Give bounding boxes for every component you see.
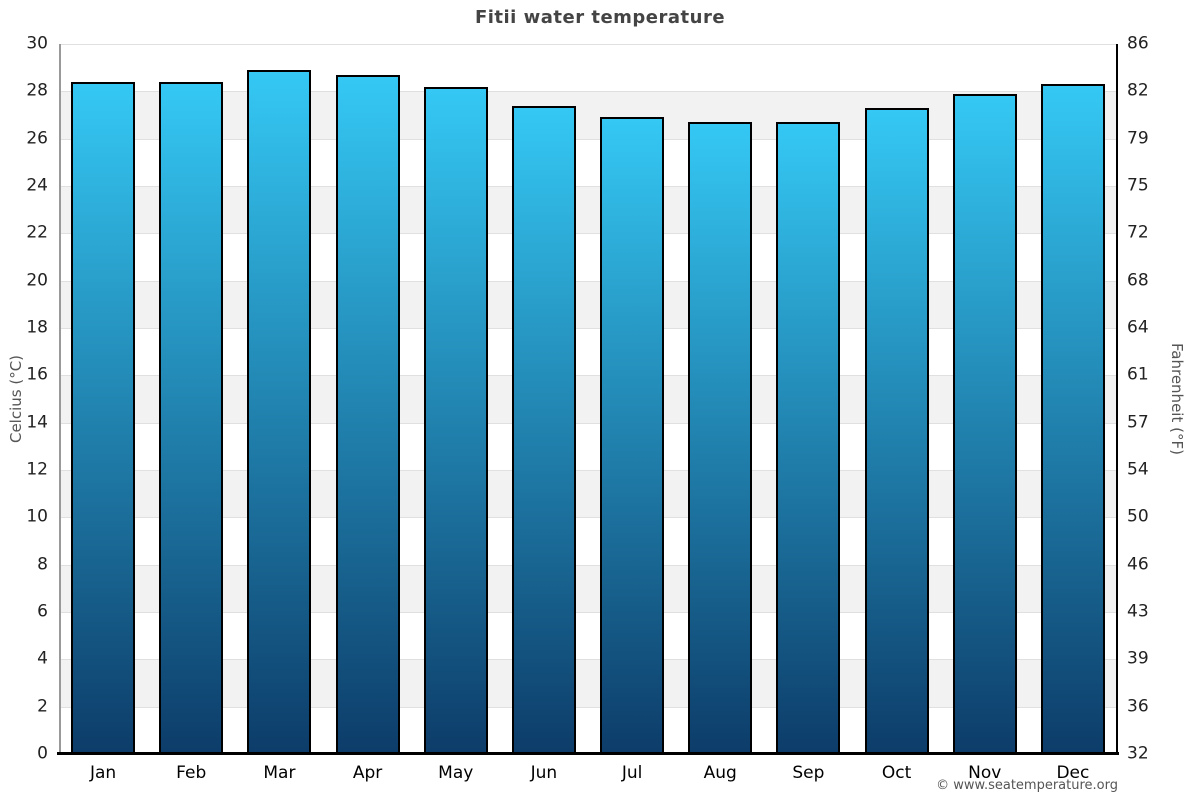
y-tick-label: 43 [1127,601,1149,622]
y-tick-label: 8 [37,554,48,575]
plot-band [59,233,1117,281]
x-tick-label-aug: Aug [703,763,737,783]
plot-band [59,186,1117,234]
bar-sep [776,122,841,754]
y-tick-label: 86 [1127,33,1149,54]
x-axis-baseline [57,752,1119,755]
y-tick-label: 79 [1127,128,1149,149]
y-tick-label: 68 [1127,270,1149,291]
bar-jul [600,117,665,754]
y-tick-label: 2 [37,696,48,717]
plot-band [59,91,1117,139]
y-tick-label: 10 [26,506,48,527]
x-tick-label-jan: Jan [89,763,117,783]
celsius-tick-labels: 30 28 26 24 22 20 18 16 14 12 10 8 6 4 2 0 [0,35,48,762]
plot-band [59,564,1117,612]
y-tick-label: 6 [37,601,48,622]
fahrenheit-axis-line [1116,44,1118,754]
x-tick-label-jun: Jun [530,763,558,783]
y-tick-label: 50 [1127,506,1149,527]
x-tick-label-feb: Feb [176,763,207,783]
fahrenheit-tick-labels: 86 82 79 75 72 68 64 61 57 54 50 46 43 39 36 32 [1127,35,1187,762]
bar-may [423,86,488,754]
celsius-axis-line [59,44,61,754]
plot-band [59,280,1117,328]
bar-dec [1040,84,1105,754]
y-tick-label: 28 [26,80,48,101]
x-tick-label-may: May [438,763,474,783]
x-tick-label-nov: Nov [968,763,1002,783]
plot-band [59,612,1117,660]
y-tick-label: 57 [1127,412,1149,433]
bar-aug [688,122,753,754]
y-tick-label: 14 [26,412,48,433]
bar-nov [952,93,1017,754]
plot-band [59,706,1117,754]
x-tick-label-mar: Mar [263,763,296,783]
bar-mar [247,70,312,754]
bar-feb [159,81,224,754]
bar-jan [71,81,136,754]
plot-band [59,517,1117,565]
x-tick-label-jul: Jul [621,763,643,783]
plot-band [59,44,1117,92]
y-tick-label: 46 [1127,554,1149,575]
x-tick-label-dec: Dec [1056,763,1090,783]
bar-jun [511,105,576,754]
y-tick-label: 32 [1127,743,1149,764]
plot-bands [59,44,1117,754]
y-tick-label: 0 [37,743,48,764]
y-tick-label: 18 [26,317,48,338]
plot-band [59,138,1117,186]
watermark: © www.seatemperature.org [936,778,1118,793]
y-tick-label: 26 [26,128,48,149]
y-tick-label: 75 [1127,175,1149,196]
y-tick-label: 54 [1127,459,1149,480]
y-tick-label: 24 [26,175,48,196]
y-tick-label: 16 [26,364,48,385]
plot-band [59,470,1117,518]
chart-title: Fitii water temperature [474,7,726,28]
y-tick-label: 36 [1127,696,1149,717]
plot-band [59,422,1117,470]
plot-band [59,328,1117,376]
plot-band [59,659,1117,707]
month-labels: Jan Feb Mar Apr May Jun Jul Aug Sep Oct Nov Dec [59,762,1117,784]
y-tick-label: 30 [26,33,48,54]
plot-area [57,44,1119,755]
bar-oct [864,107,929,754]
plot-band [59,375,1117,423]
x-tick-label-sep: Sep [792,763,825,783]
bar-apr [335,74,400,754]
y-tick-label: 64 [1127,317,1149,338]
y-tick-label: 22 [26,222,48,243]
y-tick-label: 20 [26,270,48,291]
x-tick-label-oct: Oct [881,763,912,783]
y-tick-label: 39 [1127,648,1149,669]
y-tick-label: 72 [1127,222,1149,243]
y-tick-label: 82 [1127,80,1149,101]
y-tick-label: 4 [37,648,48,669]
bar-series [59,44,1117,754]
y-tick-label: 61 [1127,364,1149,385]
x-tick-label-apr: Apr [352,763,383,783]
y-tick-label: 12 [26,459,48,480]
